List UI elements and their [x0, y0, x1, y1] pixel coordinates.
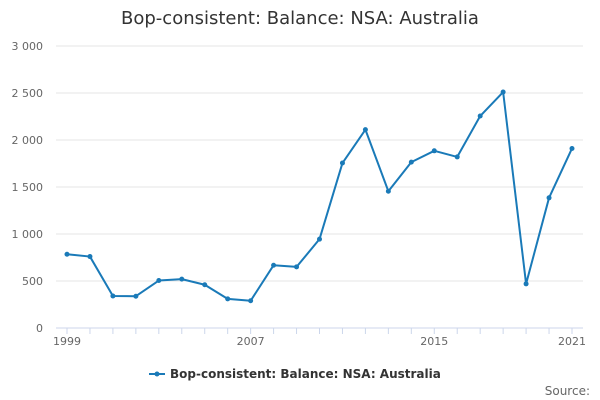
data-point: [523, 281, 529, 287]
x-axis: [56, 327, 583, 334]
data-point: [385, 188, 391, 194]
y-tick-label: 1 500: [12, 181, 44, 194]
data-point: [294, 264, 300, 270]
y-tick-label: 2 000: [12, 134, 44, 147]
data-point: [202, 282, 208, 288]
legend-item-label: Bop-consistent: Balance: NSA: Australia: [170, 367, 441, 381]
data-point: [179, 276, 185, 282]
data-point: [317, 236, 322, 242]
y-gridlines: [56, 45, 583, 282]
data-point: [431, 148, 437, 154]
legend-marker-icon: [154, 371, 160, 377]
data-point: [339, 160, 345, 166]
y-tick-label: 1 000: [12, 228, 44, 241]
data-point: [248, 298, 254, 304]
data-point: [546, 195, 552, 201]
series-layer: [66, 91, 573, 302]
legend[interactable]: Bop-consistent: Balance: NSA: Australia: [149, 367, 441, 381]
x-axis-labels: 1999 2007 2015 2021: [53, 335, 586, 348]
data-point: [87, 254, 93, 260]
data-point: [454, 154, 460, 160]
y-tick-label: 500: [22, 275, 43, 288]
y-axis-labels: 0 500 1 000 1 500 2 000 2 500 3 000: [12, 40, 44, 335]
data-point: [408, 159, 414, 165]
data-point: [362, 127, 368, 133]
data-point: [225, 296, 231, 302]
series-line: [66, 91, 573, 302]
x-tick-label: 2015: [420, 335, 448, 348]
x-tick-label: 2007: [237, 335, 265, 348]
source-label: Source:: [545, 384, 590, 398]
y-tick-label: 2 500: [12, 87, 44, 100]
data-point: [156, 278, 162, 284]
x-tick-label: 2021: [558, 335, 586, 348]
data-point: [64, 251, 70, 257]
y-tick-label: 3 000: [12, 40, 44, 53]
x-tick-label: 1999: [53, 335, 81, 348]
chart-title: Bop-consistent: Balance: NSA: Australia: [121, 8, 479, 29]
data-points: [64, 89, 575, 304]
data-point: [569, 145, 575, 151]
data-point: [500, 89, 506, 95]
data-point: [133, 293, 139, 299]
y-tick-label: 0: [36, 322, 43, 335]
data-point: [271, 262, 277, 268]
data-point: [477, 113, 483, 119]
data-point: [110, 293, 116, 299]
